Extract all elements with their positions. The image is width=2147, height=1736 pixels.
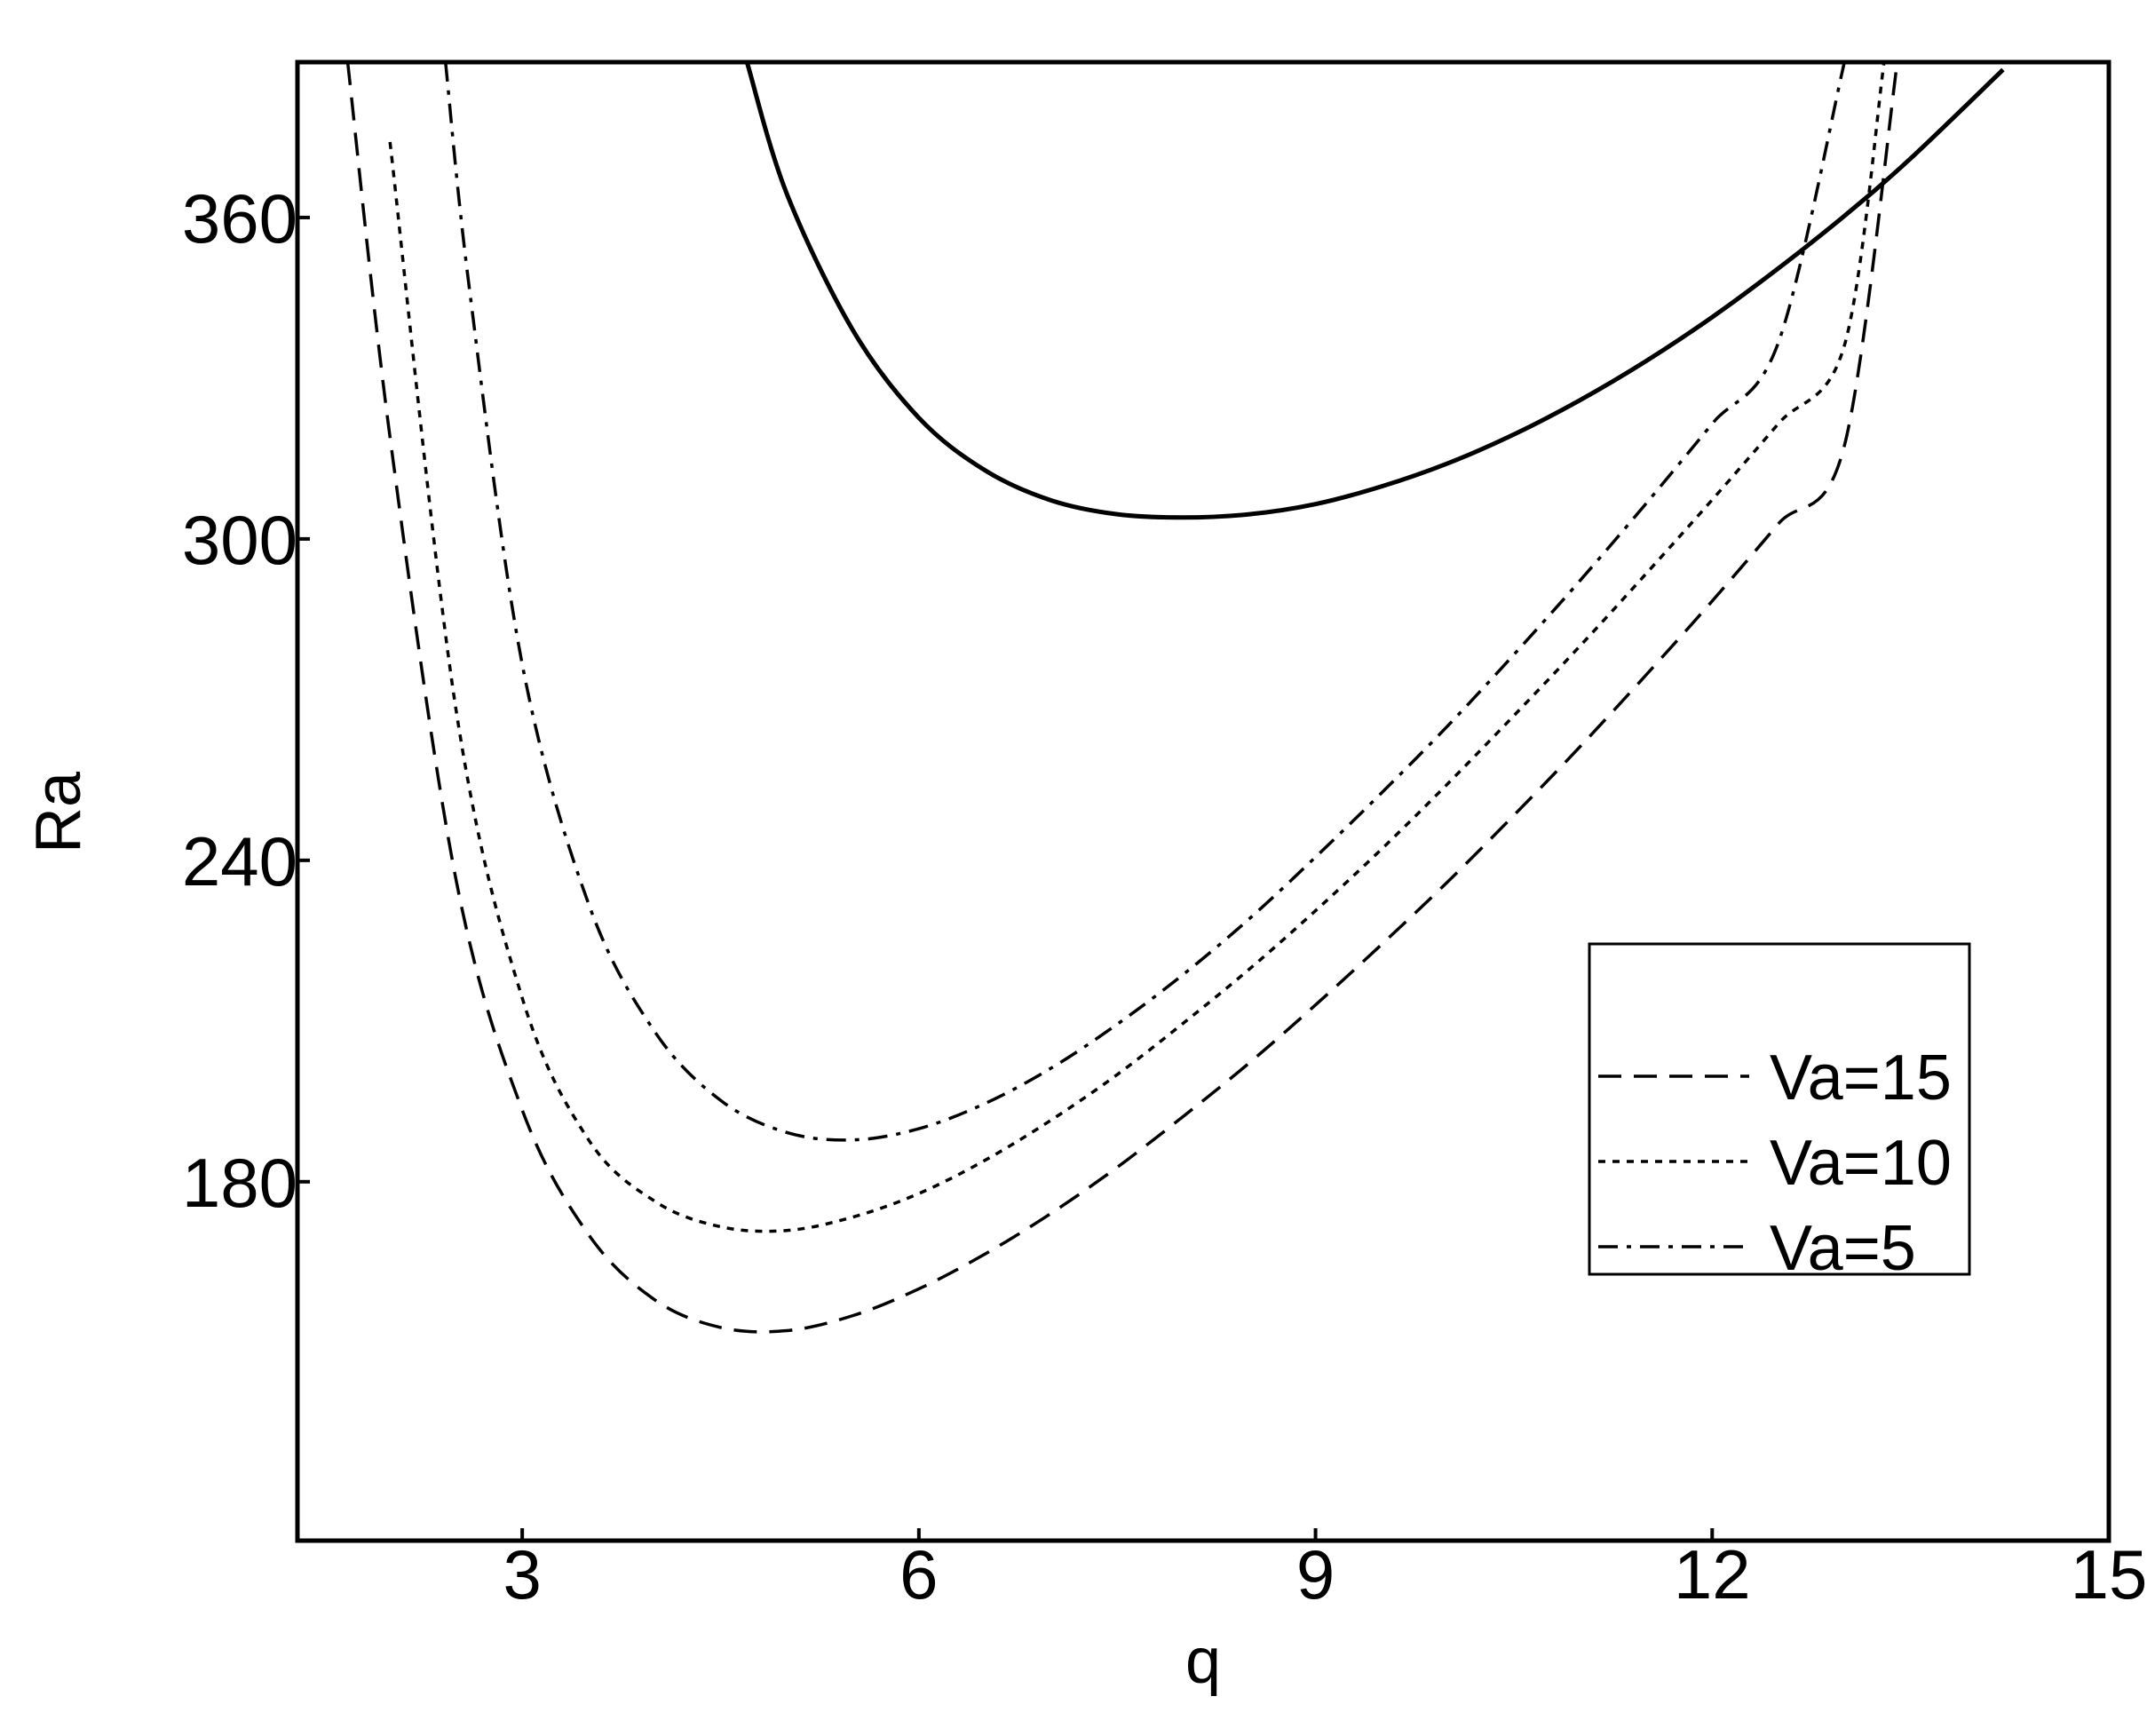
legend-label-va-15: Va=15 — [1770, 1042, 1952, 1114]
series-layer — [345, 62, 2005, 1334]
series-line-va-5 — [444, 62, 1846, 1142]
series-line-solid-0 — [744, 62, 2005, 520]
y-axis-ticks: 180 240 300 360 — [182, 179, 310, 1222]
legend-label-va-10: Va=10 — [1770, 1128, 1952, 1199]
x-tick-label: 9 — [1296, 1535, 1335, 1613]
x-tick-label: 6 — [899, 1535, 938, 1613]
y-tick-label: 240 — [182, 822, 297, 900]
x-axis-ticks: 3 6 9 12 15 — [503, 1528, 2147, 1613]
x-tick-label: 12 — [1674, 1535, 1751, 1613]
y-axis-label: Ra — [23, 771, 94, 853]
series-line-va-10 — [388, 62, 1886, 1233]
y-tick-label: 300 — [182, 501, 297, 579]
y-tick-label: 360 — [182, 179, 297, 258]
legend-box — [1588, 942, 1971, 1276]
plot-frame — [295, 59, 2111, 1543]
legend: Va=15 Va=10 Va=5 — [1588, 942, 1971, 1284]
x-tick-label: 3 — [503, 1535, 541, 1613]
legend-label-va-5: Va=5 — [1770, 1213, 1916, 1284]
x-tick-label: 15 — [2071, 1535, 2147, 1613]
x-axis-label: q — [1185, 1626, 1221, 1697]
y-tick-label: 180 — [182, 1144, 297, 1222]
